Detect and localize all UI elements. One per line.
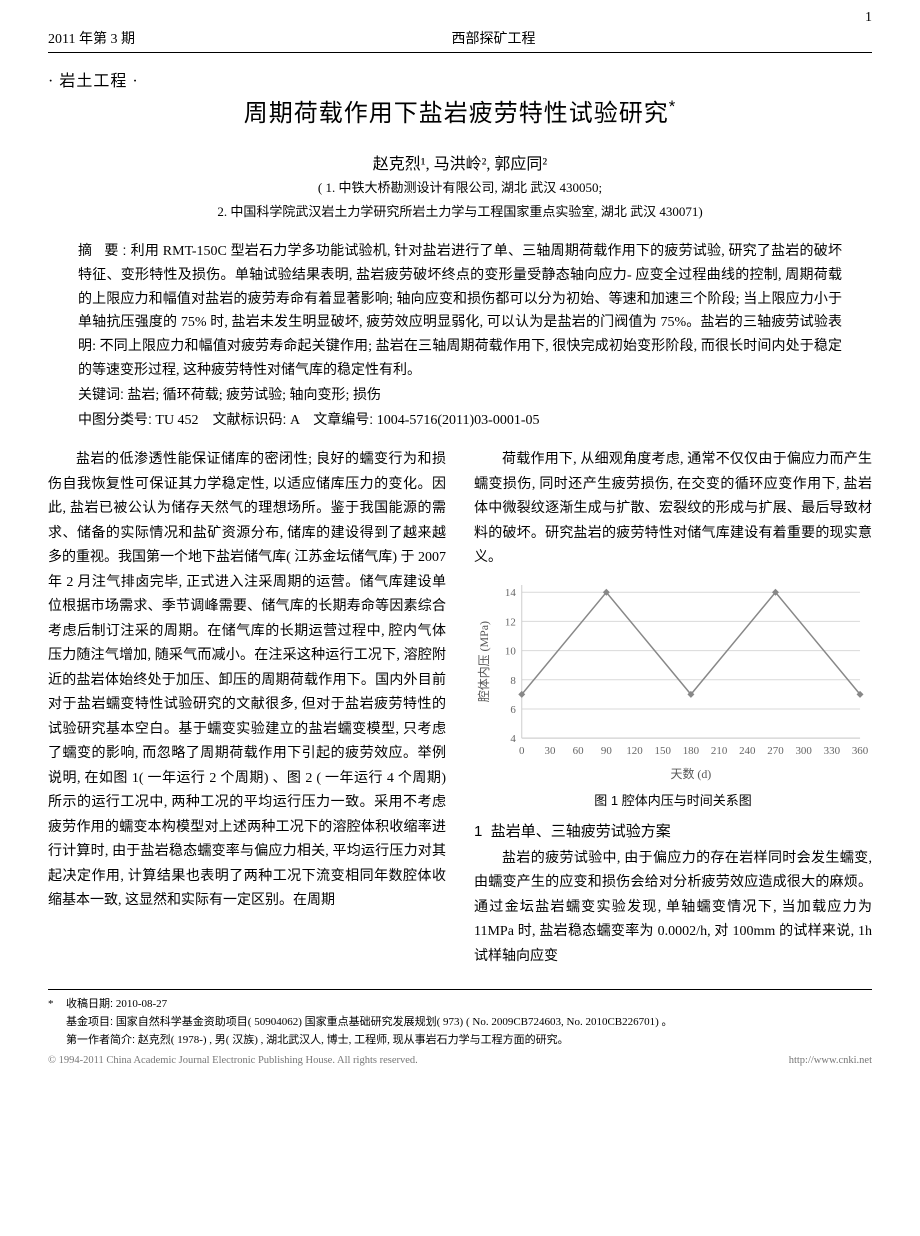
abstract-body: 利用 RMT-150C 型岩石力学多功能试验机, 针对盐岩进行了单、三轴周期荷载… — [78, 244, 842, 378]
footnotes: * 收稿日期: 2010-08-27 基金项目: 国家自然科学基金资助项目( 5… — [48, 996, 872, 1049]
abstract-text: 摘 要:利用 RMT-150C 型岩石力学多功能试验机, 针对盐岩进行了单、三轴… — [78, 239, 842, 383]
svg-text:60: 60 — [573, 745, 584, 757]
classification-line: 中图分类号: TU 452 文献标识码: A 文章编号: 1004-5716(2… — [78, 408, 842, 433]
doccode-label: 文献标识码: — [213, 411, 287, 427]
svg-text:360: 360 — [852, 745, 869, 757]
section-1-num: 1 — [474, 823, 482, 840]
artno-label: 文章编号: — [313, 411, 373, 427]
svg-text:180: 180 — [683, 745, 700, 757]
svg-text:30: 30 — [544, 745, 555, 757]
author-bio-label: 第一作者简介: — [66, 1034, 135, 1046]
svg-text:150: 150 — [655, 745, 672, 757]
abstract-block: 摘 要:利用 RMT-150C 型岩石力学多功能试验机, 针对盐岩进行了单、三轴… — [78, 239, 842, 432]
right-top-para: 荷载作用下, 从细观角度考虑, 通常不仅仅由于偏应力而产生蠕变损伤, 同时还产生… — [474, 448, 872, 571]
affiliation-1: ( 1. 中铁大桥勘测设计有限公司, 湖北 武汉 430050; — [48, 178, 872, 198]
issue-text: 2011 年第 3 期 — [48, 28, 135, 48]
title-text: 周期荷载作用下盐岩疲劳特性试验研究 — [244, 100, 669, 127]
section-1-heading: 1 盐岩单、三轴疲劳试验方案 — [474, 819, 872, 845]
svg-text:240: 240 — [739, 745, 756, 757]
keywords-text: 盐岩; 循环荷载; 疲劳试验; 轴向变形; 损伤 — [127, 388, 381, 403]
svg-text:14: 14 — [505, 587, 516, 599]
clc-label: 中图分类号: — [78, 411, 152, 427]
artno-text: 1004-5716(2011)03-0001-05 — [377, 413, 540, 428]
author-bio-text: 赵克烈( 1978-) , 男( 汉族) , 湖北武汉人, 博士, 工程师, 现… — [138, 1034, 569, 1046]
running-header: 2011 年第 3 期 西部探矿工程 — [48, 28, 872, 53]
svg-text:10: 10 — [505, 645, 516, 657]
svg-text:8: 8 — [510, 675, 516, 687]
svg-text:0: 0 — [519, 745, 525, 757]
figure-1-svg: 4 6 8 10 12 14 0 30 60 90 120 150 180 210 240 270 300 330… — [474, 575, 872, 784]
svg-text:300: 300 — [795, 745, 812, 757]
svg-text:330: 330 — [824, 745, 841, 757]
keywords-line: 关键词: 盐岩; 循环荷载; 疲劳试验; 轴向变形; 损伤 — [78, 383, 842, 408]
figure-1-chart: 4 6 8 10 12 14 0 30 60 90 120 150 180 210 240 270 300 330… — [474, 575, 872, 813]
footnote-star: * — [48, 996, 66, 1014]
left-para-1: 盐岩的低渗透性能保证储库的密闭性; 良好的蠕变行为和损伤自我恢复性可保证其力学稳… — [48, 448, 446, 914]
affiliation-2: 2. 中国科学院武汉岩土力学研究所岩土力学与工程国家重点实验室, 湖北 武汉 4… — [48, 202, 872, 222]
keywords-label: 关键词: — [78, 386, 124, 402]
right-column: 荷载作用下, 从细观角度考虑, 通常不仅仅由于偏应力而产生蠕变损伤, 同时还产生… — [474, 448, 872, 969]
fund-text: 国家自然科学基金资助项目( 50904062) 国家重点基础研究发展规划( 97… — [116, 1016, 673, 1028]
authors-line: 赵克烈¹, 马洪岭², 郭应同² — [48, 150, 872, 174]
svg-text:12: 12 — [505, 616, 516, 628]
svg-text:腔体内压 (MPa): 腔体内压 (MPa) — [477, 621, 491, 702]
doccode-text: A — [290, 413, 299, 428]
svg-text:天数 (d): 天数 (d) — [671, 767, 712, 781]
section-label: · 岩土工程 · — [48, 67, 872, 91]
journal-name: 西部探矿工程 — [451, 28, 535, 48]
received-text: 2010-08-27 — [116, 998, 167, 1010]
svg-text:90: 90 — [601, 745, 612, 757]
page-number-top: 1 — [865, 10, 872, 26]
section-1-title: 盐岩单、三轴疲劳试验方案 — [491, 823, 671, 840]
clc-text: TU 452 — [155, 413, 198, 428]
title-footnote-mark: * — [669, 97, 677, 116]
svg-text:4: 4 — [510, 733, 516, 745]
footnote-rule — [48, 989, 872, 990]
copyright-right: http://www.cnki.net — [789, 1055, 872, 1066]
body-columns: 盐岩的低渗透性能保证储库的密闭性; 良好的蠕变行为和损伤自我恢复性可保证其力学稳… — [48, 448, 872, 969]
copyright-left: © 1994-2011 China Academic Journal Elect… — [48, 1055, 418, 1066]
fund-label: 基金项目: — [66, 1016, 113, 1028]
left-column: 盐岩的低渗透性能保证储库的密闭性; 良好的蠕变行为和损伤自我恢复性可保证其力学稳… — [48, 448, 446, 969]
paper-title: 周期荷载作用下盐岩疲劳特性试验研究* — [48, 93, 872, 128]
svg-text:270: 270 — [767, 745, 784, 757]
svg-text:120: 120 — [626, 745, 643, 757]
copyright-line: © 1994-2011 China Academic Journal Elect… — [48, 1055, 872, 1066]
abstract-label: 摘 要: — [78, 242, 130, 258]
received-label: 收稿日期: — [66, 998, 113, 1010]
figure-1-caption: 图 1 腔体内压与时间关系图 — [474, 790, 872, 813]
right-bottom-para: 盐岩的疲劳试验中, 由于偏应力的存在岩样同时会发生蠕变, 由蠕变产生的应变和损伤… — [474, 847, 872, 970]
svg-text:210: 210 — [711, 745, 728, 757]
svg-text:6: 6 — [510, 704, 516, 716]
